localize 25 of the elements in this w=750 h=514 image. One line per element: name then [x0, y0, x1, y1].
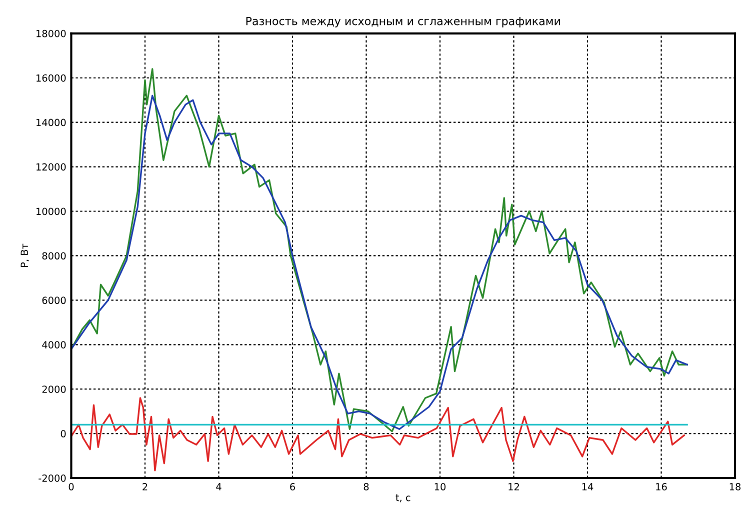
x-tick-label: 6: [290, 483, 295, 490]
x-tick-label: 8: [364, 483, 369, 490]
x-axis-title: t, c: [396, 494, 410, 502]
y-tick-label: 12000: [36, 163, 66, 171]
y-tick-label: 10000: [36, 208, 66, 216]
y-tick-label: 16000: [36, 74, 66, 82]
x-tick-label: 2: [142, 483, 148, 490]
y-tick-label: 14000: [36, 118, 66, 126]
y-tick-label: 6000: [42, 296, 66, 304]
x-tick-label: 12: [508, 483, 519, 490]
x-tick-label: 4: [216, 483, 222, 490]
y-tick-label: 0: [60, 430, 66, 438]
x-tick-label: 10: [434, 483, 446, 490]
y-axis-title: P, Вт: [20, 244, 30, 267]
line-series: [71, 397, 685, 472]
y-tick-label: 18000: [36, 30, 66, 38]
y-tick-label: -2000: [38, 474, 66, 482]
x-tick-label: 0: [68, 483, 74, 490]
y-tick-label: 8000: [42, 252, 66, 260]
y-tick-label: 2000: [42, 386, 66, 393]
x-tick-label: 16: [656, 483, 667, 490]
x-tick-label: 18: [730, 483, 741, 490]
chart-title: Разность между исходным и сглаженным графиками: [246, 16, 560, 28]
y-tick-label: 4000: [42, 341, 66, 348]
x-tick-label: 14: [582, 483, 594, 490]
